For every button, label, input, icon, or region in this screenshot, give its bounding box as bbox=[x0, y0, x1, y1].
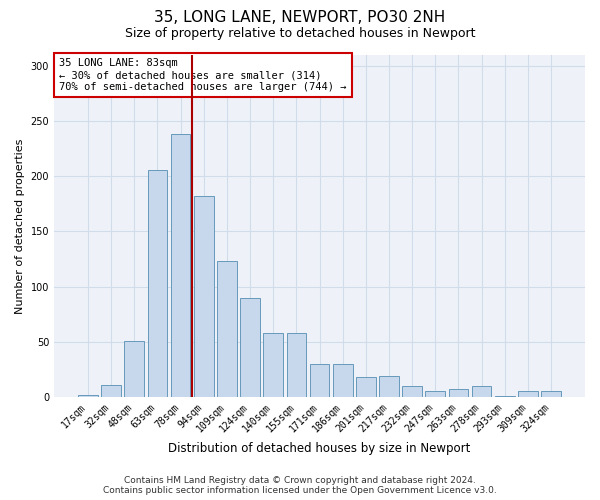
Bar bbox=[148, 170, 167, 397]
Bar bbox=[425, 392, 445, 397]
Bar bbox=[263, 333, 283, 397]
Text: Contains HM Land Registry data © Crown copyright and database right 2024.
Contai: Contains HM Land Registry data © Crown c… bbox=[103, 476, 497, 495]
Bar bbox=[541, 392, 561, 397]
Bar bbox=[217, 261, 237, 397]
Bar bbox=[101, 384, 121, 397]
Bar bbox=[171, 134, 190, 397]
Bar bbox=[379, 376, 399, 397]
Bar bbox=[194, 196, 214, 397]
Bar bbox=[518, 392, 538, 397]
Bar bbox=[287, 333, 306, 397]
Bar bbox=[356, 377, 376, 397]
Bar bbox=[310, 364, 329, 397]
Text: Size of property relative to detached houses in Newport: Size of property relative to detached ho… bbox=[125, 28, 475, 40]
X-axis label: Distribution of detached houses by size in Newport: Distribution of detached houses by size … bbox=[169, 442, 471, 455]
Bar bbox=[333, 364, 353, 397]
Bar bbox=[495, 396, 515, 397]
Bar bbox=[78, 394, 98, 397]
Bar bbox=[240, 298, 260, 397]
Bar bbox=[472, 386, 491, 397]
Bar bbox=[449, 389, 468, 397]
Bar bbox=[124, 340, 144, 397]
Bar bbox=[402, 386, 422, 397]
Text: 35 LONG LANE: 83sqm
← 30% of detached houses are smaller (314)
70% of semi-detac: 35 LONG LANE: 83sqm ← 30% of detached ho… bbox=[59, 58, 347, 92]
Text: 35, LONG LANE, NEWPORT, PO30 2NH: 35, LONG LANE, NEWPORT, PO30 2NH bbox=[154, 10, 446, 25]
Y-axis label: Number of detached properties: Number of detached properties bbox=[15, 138, 25, 314]
